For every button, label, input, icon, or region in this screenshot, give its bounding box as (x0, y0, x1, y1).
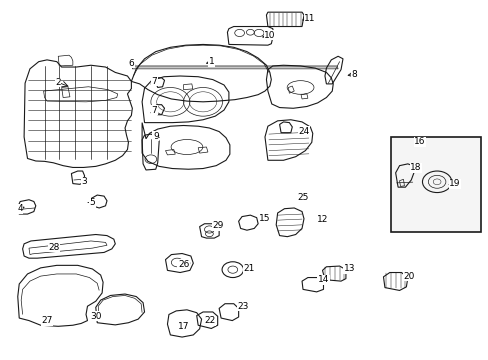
Text: 22: 22 (204, 316, 216, 325)
Text: 26: 26 (178, 260, 189, 269)
Text: 7: 7 (151, 77, 157, 86)
Text: 21: 21 (243, 265, 255, 274)
Text: 15: 15 (259, 213, 270, 222)
Text: 11: 11 (304, 14, 315, 23)
Text: 27: 27 (41, 316, 53, 325)
Bar (390, 137, 480, 232)
Text: 20: 20 (403, 271, 414, 280)
Text: 3: 3 (81, 177, 87, 186)
Text: 7: 7 (151, 105, 157, 114)
Text: 5: 5 (89, 198, 95, 207)
Text: 14: 14 (317, 275, 328, 284)
Text: 10: 10 (264, 31, 275, 40)
Text: 23: 23 (237, 302, 249, 311)
Text: 24: 24 (298, 127, 309, 136)
Text: 6: 6 (128, 59, 134, 68)
Text: 9: 9 (153, 132, 158, 141)
Text: 19: 19 (448, 179, 460, 188)
Text: 1: 1 (208, 57, 214, 66)
Text: 28: 28 (48, 243, 60, 252)
Text: 30: 30 (90, 312, 102, 321)
Text: 2: 2 (55, 78, 61, 87)
Text: 18: 18 (409, 163, 421, 172)
Text: 8: 8 (350, 70, 356, 79)
Text: 25: 25 (297, 193, 308, 202)
Text: 4: 4 (18, 204, 23, 213)
Text: 17: 17 (178, 322, 189, 331)
Text: 16: 16 (413, 138, 425, 147)
Text: 29: 29 (212, 221, 223, 230)
Text: 13: 13 (343, 265, 354, 274)
Text: 12: 12 (316, 215, 327, 224)
